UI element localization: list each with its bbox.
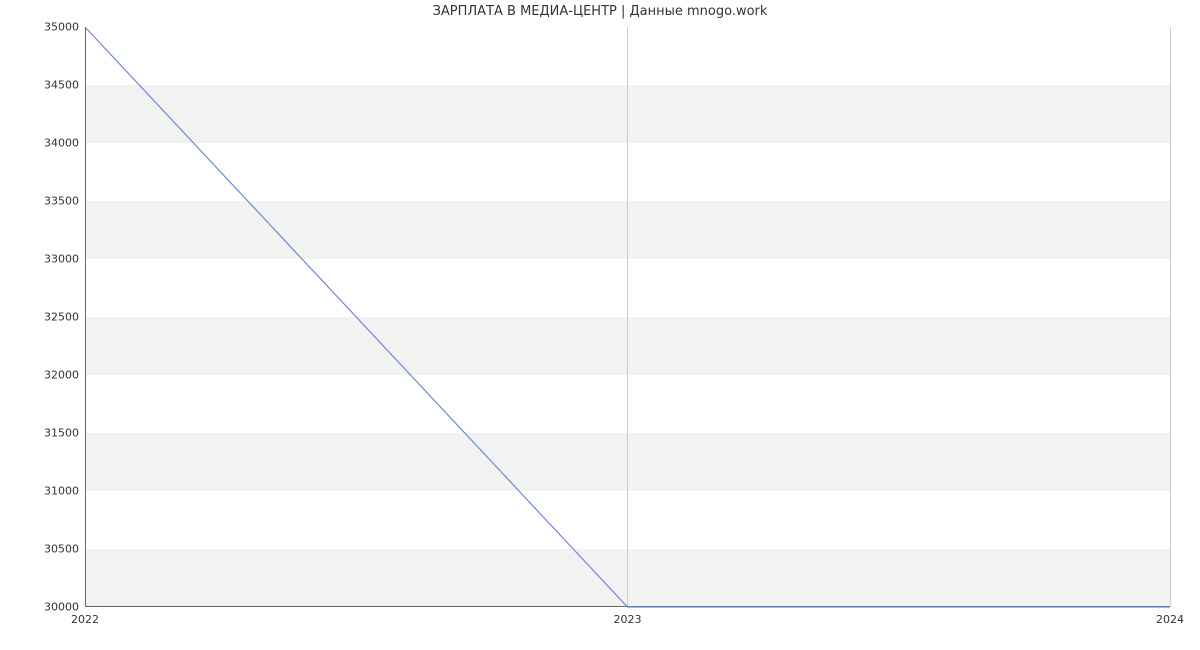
- x-tick-label: 2024: [1156, 613, 1184, 626]
- y-tick-label: 33000: [44, 253, 79, 266]
- y-tick-label: 31500: [44, 427, 79, 440]
- chart-title: ЗАРПЛАТА В МЕДИА-ЦЕНТР | Данные mnogo.wo…: [0, 4, 1200, 19]
- line-series-layer: [85, 27, 1170, 607]
- plot-area: 3000030500310003150032000325003300033500…: [85, 27, 1170, 607]
- y-tick-label: 32000: [44, 369, 79, 382]
- x-tick-label: 2022: [71, 613, 99, 626]
- line-series: [85, 27, 1170, 607]
- y-tick-label: 33500: [44, 195, 79, 208]
- y-tick-label: 34000: [44, 137, 79, 150]
- y-tick-label: 34500: [44, 79, 79, 92]
- y-tick-label: 30000: [44, 601, 79, 614]
- y-tick-label: 35000: [44, 21, 79, 34]
- y-tick-label: 32500: [44, 311, 79, 324]
- y-tick-label: 30500: [44, 543, 79, 556]
- y-tick-label: 31000: [44, 485, 79, 498]
- x-tick-label: 2023: [614, 613, 642, 626]
